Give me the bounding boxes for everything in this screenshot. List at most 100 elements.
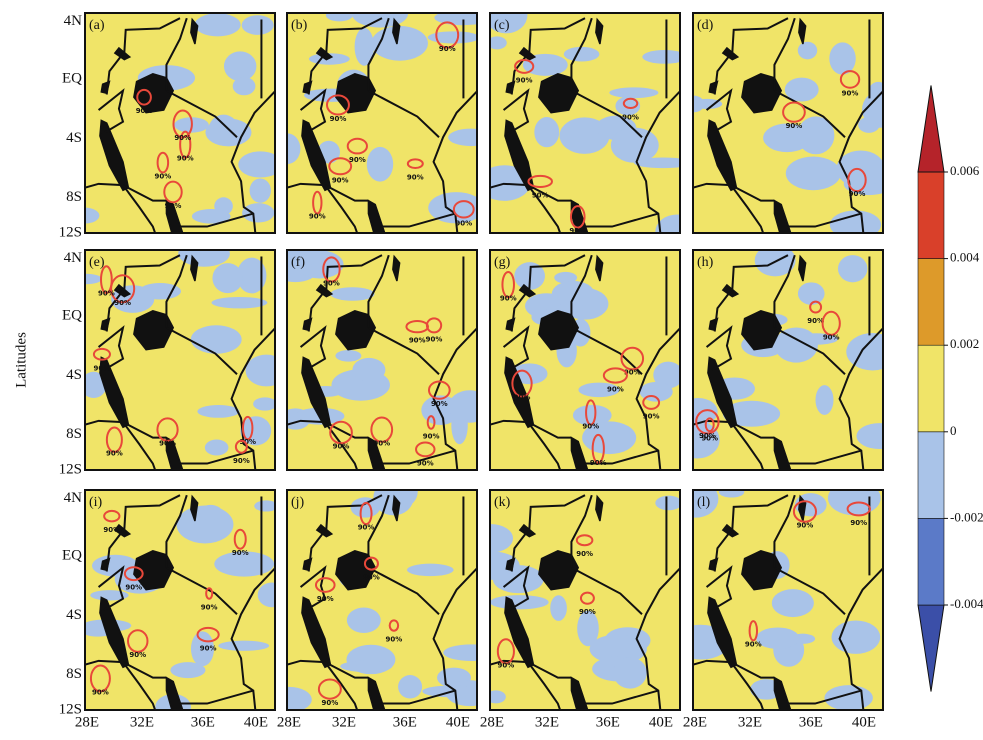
significance-label: 90%: [439, 45, 456, 53]
negative-area: [258, 583, 286, 608]
negative-area: [609, 87, 658, 98]
panel-label: (h): [697, 255, 714, 270]
significance-label: 90%: [590, 459, 607, 467]
map-panel: 90% 90% 90% (d): [684, 13, 899, 246]
significance-label: 90%: [582, 423, 599, 431]
negative-area: [246, 355, 288, 387]
lat-label: 12S: [59, 224, 82, 240]
lon-label: 36E: [393, 714, 417, 730]
panel-label: (k): [494, 495, 511, 510]
significance-label: 90%: [842, 89, 859, 97]
lat-label: EQ: [62, 70, 82, 86]
lon-label: 36E: [191, 714, 215, 730]
significance-label: 90%: [622, 113, 639, 121]
negative-area: [197, 405, 239, 418]
negative-area: [655, 496, 682, 511]
colorbar-segment: [918, 432, 944, 519]
significance-label: 90%: [309, 213, 326, 221]
lon-label: 36E: [596, 714, 620, 730]
colorbar-segment: [918, 172, 944, 259]
lat-label: 8S: [66, 666, 82, 682]
lon-label: 40E: [852, 714, 876, 730]
negative-area: [828, 481, 881, 515]
panel-label: (g): [494, 255, 511, 270]
figure: Latitudes 90%90%90%90%90%(a)4NEQ4S8S12S9…: [0, 0, 983, 740]
map-content: 90%90%90%90%90%90%90%: [80, 490, 286, 723]
negative-area: [564, 47, 600, 62]
negative-area: [815, 385, 833, 415]
negative-area: [352, 358, 385, 382]
negative-area: [351, 497, 380, 517]
significance-label: 90%: [330, 115, 347, 123]
lat-label: 12S: [59, 461, 82, 477]
significance-label: 90%: [333, 442, 350, 450]
significance-label: 90%: [532, 191, 549, 199]
lon-label: 32E: [332, 714, 356, 730]
negative-area: [772, 589, 814, 617]
significance-label: 90%: [643, 412, 660, 420]
negative-area: [684, 96, 704, 113]
significance-label: 90%: [699, 432, 716, 440]
colorbar-tick-label: 0.006: [950, 163, 980, 178]
negative-area: [199, 505, 223, 520]
map-content: 90%90%90%: [672, 480, 890, 723]
significance-label: 90%: [786, 122, 803, 130]
map-content: 90%90%90%90%90%: [266, 476, 500, 723]
significance-label: 90%: [455, 219, 472, 227]
lat-label: 4N: [64, 13, 83, 29]
lon-label: 28E: [277, 714, 301, 730]
negative-area: [195, 13, 241, 36]
negative-area: [347, 608, 381, 633]
map-content: 90%90%90%90%90%90%90%: [274, 0, 494, 246]
lat-label: EQ: [62, 307, 82, 323]
negative-area: [224, 51, 256, 81]
map-panel: 90%90%90%90%90%90%90%(g): [490, 250, 687, 483]
map-background: [287, 250, 477, 470]
significance-label: 90%: [114, 299, 131, 307]
negative-area: [869, 82, 888, 102]
map-content: 90%90%90%: [461, 490, 686, 723]
lon-label: 36E: [799, 714, 823, 730]
panel-label: (j): [291, 495, 305, 510]
negative-area: [253, 397, 277, 410]
lat-label: 4S: [66, 367, 82, 383]
significance-label: 90%: [363, 574, 380, 582]
significance-label: 90%: [423, 432, 440, 440]
significance-label: 90%: [850, 519, 867, 527]
panel-label: (f): [291, 255, 305, 270]
significance-label: 90%: [232, 549, 249, 557]
negative-area: [233, 77, 256, 95]
panel-label: (a): [89, 18, 105, 33]
map-panel: 90%90%90%90%90%90%90%(e): [69, 240, 288, 483]
panel-label: (d): [697, 18, 714, 33]
negative-area: [832, 620, 881, 653]
lon-label: 28E: [480, 714, 504, 730]
map-panel: 90%90%90%(l): [672, 480, 890, 723]
map-content: 90%90%90%90%90%90%90%: [69, 240, 288, 483]
panel-label: (l): [697, 495, 711, 510]
colorbar-segment: [918, 259, 944, 346]
negative-area: [218, 641, 269, 651]
significance-label: 90%: [200, 645, 217, 653]
panel-label: (e): [89, 255, 105, 270]
significance-label: 90%: [823, 333, 840, 341]
significance-label: 90%: [174, 134, 191, 142]
colorbar-tick-label: 0: [950, 423, 957, 438]
map-panel: 90%90%90%90%90%(j): [266, 476, 500, 723]
significance-label: 90%: [103, 526, 120, 534]
negative-area: [178, 240, 230, 267]
colorbar-extend-low: [918, 605, 944, 692]
significance-label: 90%: [514, 394, 531, 402]
significance-label: 90%: [407, 174, 424, 182]
panel-label: (c): [494, 18, 510, 33]
y-axis-title: Latitudes: [13, 332, 29, 388]
colorbar-tick-label: -0.004: [950, 596, 983, 611]
negative-area: [212, 263, 243, 293]
map-panel: 90%90%90%90%90%(a): [71, 13, 283, 246]
colorbar-tick-label: 0.004: [950, 250, 980, 265]
negative-area: [367, 147, 393, 182]
colorbar-segment: [918, 345, 944, 432]
negative-area: [719, 486, 744, 497]
negative-area: [170, 662, 205, 678]
significance-label: 90%: [849, 190, 866, 198]
